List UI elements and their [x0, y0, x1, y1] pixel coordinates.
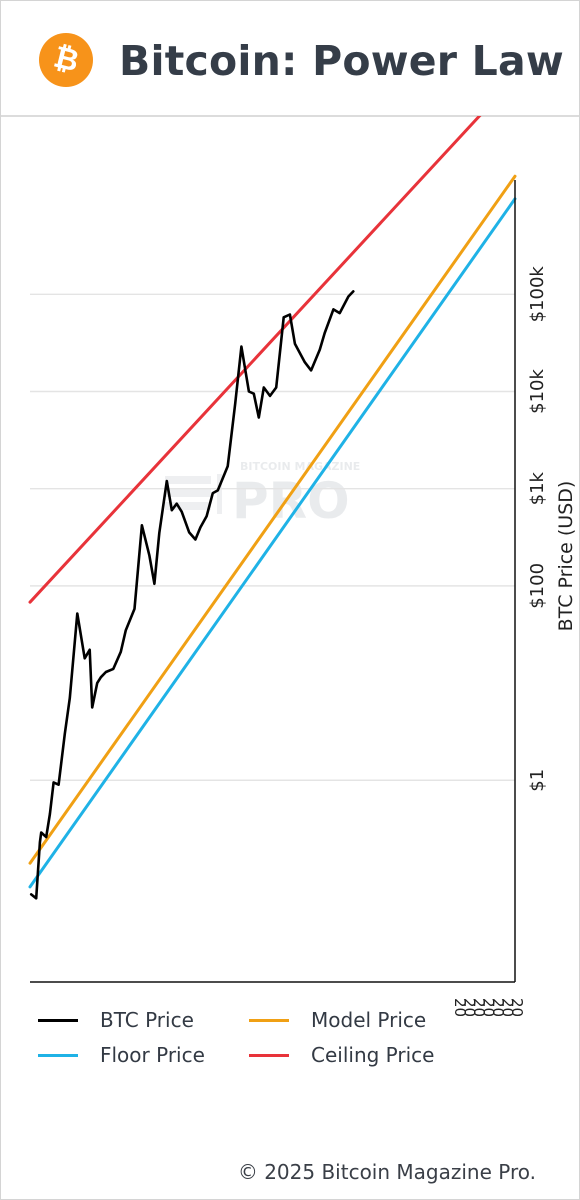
legend-swatch-btc-price	[38, 1018, 78, 1022]
y-tick-label: $10k	[527, 369, 548, 414]
legend-label-ceiling-price: Ceiling Price	[311, 1043, 435, 1067]
legend-swatch-floor-price	[38, 1053, 78, 1057]
legend-item-floor-price: Floor Price	[38, 1043, 205, 1067]
legend-label-model-price: Model Price	[311, 1008, 427, 1032]
legend-item-ceiling-price: Ceiling Price	[249, 1043, 434, 1067]
x-tick-label: 2032	[499, 998, 517, 1016]
legend-item-btc-price: BTC Price	[38, 1008, 194, 1032]
series-line-btc-price	[29, 290, 355, 900]
legend-label-btc-price: BTC Price	[100, 1008, 194, 1032]
legend-swatch-ceiling-price	[249, 1053, 289, 1057]
header: ₿ Bitcoin: Power Law	[1, 1, 579, 117]
watermark-text-pro: PRO	[232, 472, 350, 530]
series-lines	[28, 116, 517, 900]
series-line-ceiling-price	[28, 116, 482, 604]
page-title: Bitcoin: Power Law	[119, 37, 564, 85]
legend-label-floor-price: Floor Price	[100, 1043, 205, 1067]
watermark: BITCOIN MAGAZINE PRO	[165, 460, 360, 530]
series-line-model-price	[28, 174, 517, 865]
y-tick-label: $100	[527, 563, 548, 609]
x-tick-label: 2031	[489, 998, 507, 1016]
y-tick-label: $1k	[527, 471, 548, 505]
gridlines	[30, 293, 515, 781]
x-tick-label: 2028	[461, 998, 479, 1016]
watermark-icon	[165, 474, 222, 514]
x-tick-label: 2029	[470, 998, 488, 1016]
legend-swatch-model-price	[249, 1018, 289, 1022]
series-line-floor-price	[28, 197, 517, 889]
y-tick-label: $100k	[527, 266, 548, 323]
bitcoin-logo-icon: ₿	[39, 33, 93, 87]
copyright-footer: © 2025 Bitcoin Magazine Pro.	[237, 1160, 536, 1184]
y-axis-label: BTC Price (USD)	[555, 481, 577, 632]
axes: $1 $100 $1k $10k $100k 2027202820292030203120…	[30, 180, 548, 1016]
power-law-chart: BITCOIN MAGAZINE PRO $1 $100 $1k $10k $100k 2…	[28, 116, 577, 1016]
y-tick-label: $1	[527, 769, 548, 792]
x-tick-label: 2033	[508, 998, 526, 1016]
legend-item-model-price: Model Price	[249, 1008, 426, 1032]
x-tick-label: 2027	[451, 998, 469, 1016]
x-tick-label: 2030	[480, 998, 498, 1016]
